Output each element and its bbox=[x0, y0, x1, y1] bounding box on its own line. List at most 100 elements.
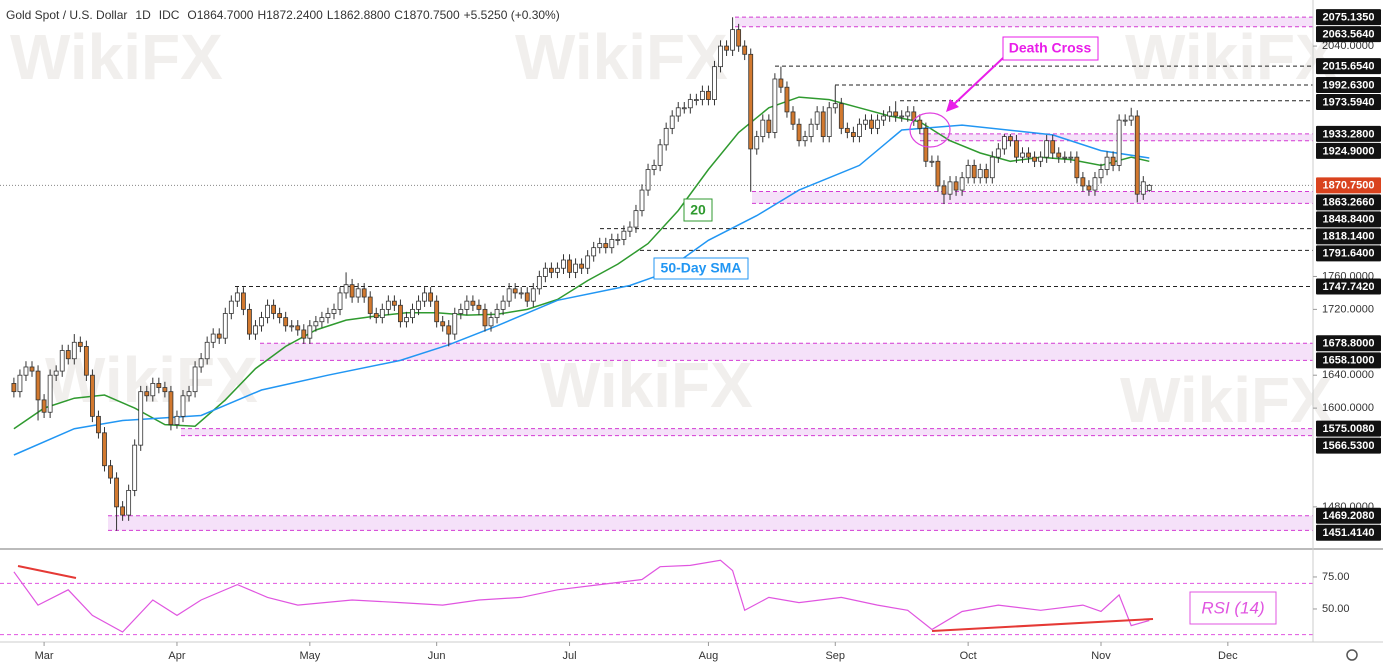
candle-body bbox=[627, 226, 633, 232]
candle-body bbox=[1026, 152, 1031, 158]
candle-body bbox=[180, 395, 186, 417]
candle-body bbox=[760, 119, 766, 137]
candle-body bbox=[1098, 169, 1104, 179]
watermark: WikiFX bbox=[540, 349, 753, 421]
candle-body bbox=[796, 123, 802, 142]
series-label-box bbox=[683, 198, 713, 222]
y-tick-label: 1640.0000 bbox=[1322, 369, 1374, 381]
candle-body bbox=[440, 321, 446, 327]
rsi-line bbox=[13, 559, 1150, 633]
candle-body bbox=[41, 399, 47, 413]
candle-body bbox=[265, 304, 270, 319]
candle-body bbox=[349, 284, 355, 298]
candle-body bbox=[790, 111, 796, 125]
candle-body bbox=[1080, 177, 1086, 187]
candle-body bbox=[210, 333, 216, 343]
candle-body bbox=[446, 325, 452, 335]
level-label-bg bbox=[1316, 245, 1381, 262]
candle-body bbox=[850, 132, 856, 137]
quote: C1870.7500 bbox=[394, 8, 460, 22]
candle-body bbox=[808, 123, 814, 137]
level-label: 1451.4140 bbox=[1323, 527, 1375, 539]
cross-highlight bbox=[909, 112, 951, 148]
zone bbox=[181, 428, 1313, 436]
candle-body bbox=[240, 292, 246, 310]
candle-body bbox=[59, 350, 65, 372]
candle-body bbox=[524, 292, 530, 302]
level-label: 1870.7500 bbox=[1323, 180, 1375, 192]
chart-header: Gold Spot / U.S. Dollar 1D IDC O1864.7000 H1… bbox=[6, 8, 560, 22]
annotation-text: Death Cross bbox=[1009, 40, 1092, 56]
candle-body bbox=[1008, 136, 1013, 142]
candle-body bbox=[404, 317, 409, 323]
level-label: 1818.1400 bbox=[1323, 231, 1375, 243]
divergence-line bbox=[931, 618, 1154, 632]
candle-body bbox=[700, 90, 705, 100]
candle-body bbox=[826, 107, 832, 137]
candle-body bbox=[337, 292, 343, 310]
candle-body bbox=[114, 477, 119, 508]
x-tick-label: Sep bbox=[825, 650, 845, 662]
candle-body bbox=[863, 119, 868, 125]
candle-body bbox=[192, 366, 198, 393]
candle-body bbox=[186, 391, 192, 397]
candle-body bbox=[422, 292, 427, 302]
candle-body bbox=[923, 127, 929, 162]
candle-body bbox=[77, 341, 83, 347]
candle-body bbox=[1056, 152, 1062, 158]
zone bbox=[752, 191, 1313, 204]
quote: H1872.2400 bbox=[257, 8, 323, 22]
candle-body bbox=[784, 86, 790, 113]
candle-body bbox=[1020, 152, 1025, 158]
candle-body bbox=[555, 267, 560, 273]
arrow-line bbox=[951, 57, 1004, 107]
candle-body bbox=[573, 263, 578, 273]
y-tick-label: 2040.0000 bbox=[1322, 40, 1374, 52]
candle-body bbox=[17, 374, 23, 393]
candle-body bbox=[1032, 156, 1037, 162]
settings-icon[interactable] bbox=[1346, 649, 1358, 661]
series-label-box bbox=[653, 257, 749, 280]
candle-body bbox=[83, 346, 89, 376]
watermark: WikiFX bbox=[45, 344, 258, 416]
candle-body bbox=[1116, 119, 1122, 166]
candle-body bbox=[989, 156, 995, 179]
candle-body bbox=[102, 432, 107, 467]
candle-body bbox=[875, 119, 880, 129]
candle-body bbox=[313, 321, 319, 327]
candle-body bbox=[156, 383, 162, 388]
zone bbox=[735, 17, 1313, 27]
candle-body bbox=[929, 160, 935, 163]
y-tick-label: 1600.0000 bbox=[1322, 402, 1374, 414]
candle-body bbox=[367, 296, 373, 314]
candle-body bbox=[464, 300, 470, 310]
x-tick-label: Dec bbox=[1218, 650, 1238, 662]
candle-body bbox=[977, 169, 983, 179]
zone bbox=[260, 343, 1313, 361]
candle-body bbox=[283, 317, 289, 327]
level-label: 1658.1000 bbox=[1323, 355, 1375, 367]
candle-body bbox=[168, 391, 174, 425]
annotation-box bbox=[1002, 36, 1099, 61]
candle-body bbox=[609, 239, 615, 249]
interval: 1D bbox=[135, 8, 151, 22]
level-label: 1848.8400 bbox=[1323, 214, 1375, 226]
candle-body bbox=[1068, 156, 1074, 159]
candle-body bbox=[174, 415, 180, 425]
y-tick-label: 75.00 bbox=[1322, 571, 1350, 583]
candle-body bbox=[35, 370, 41, 401]
zone bbox=[108, 515, 1313, 531]
candle-body bbox=[277, 313, 283, 319]
candle-body bbox=[126, 490, 132, 516]
candle-body bbox=[669, 115, 675, 129]
candle-body bbox=[132, 444, 138, 491]
candle-body bbox=[1122, 119, 1128, 122]
sma-line bbox=[13, 96, 1150, 430]
candle-body bbox=[724, 45, 729, 51]
candle-body bbox=[355, 288, 361, 298]
candle-body bbox=[1092, 177, 1098, 191]
candle-body bbox=[657, 144, 663, 166]
source: IDC bbox=[159, 8, 180, 22]
candle-body bbox=[90, 374, 95, 417]
x-tick-label: Jun bbox=[428, 650, 446, 662]
